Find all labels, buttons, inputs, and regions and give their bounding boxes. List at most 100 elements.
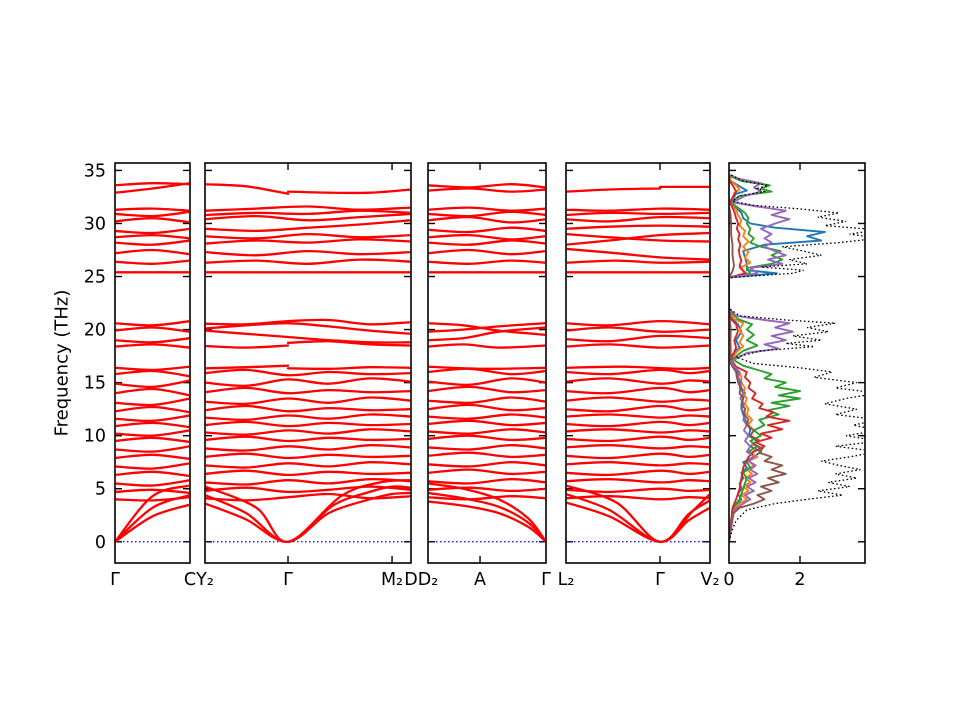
phonon-band-line [428, 367, 546, 376]
phonon-band-line [205, 364, 290, 370]
phonon-band-line [428, 396, 546, 405]
phonon-band-line [428, 451, 546, 459]
phonon-band-line [115, 365, 190, 372]
phonon-band-line [205, 329, 411, 344]
phonon-band-line [205, 461, 411, 469]
phonon-band-line [205, 452, 411, 460]
phonon-band-line [566, 428, 710, 434]
phonon-band-line [566, 487, 710, 494]
phonon-band-line [205, 377, 411, 387]
x-tick-label: D₂ [418, 570, 439, 590]
x-tick-label: A [474, 570, 486, 590]
phonon-band-line [428, 187, 546, 193]
band-segment-4 [565, 162, 711, 564]
phonon-band-line [428, 239, 546, 246]
bands-group [115, 182, 190, 543]
y-axis-label: Frequency (THz) [51, 289, 73, 437]
phonon-band-line [428, 183, 546, 189]
dos-panel [728, 162, 866, 564]
phonon-band-line [428, 210, 546, 218]
phonon-band-line [428, 461, 546, 468]
phonon-band-line [115, 379, 190, 389]
phonon-band-line [566, 365, 710, 370]
phonon-band-line [428, 428, 546, 435]
phonon-band-line [205, 478, 411, 486]
x-tick-label: Γ [655, 570, 665, 590]
phonon-band-line [205, 318, 411, 326]
phonon-band-line [428, 500, 546, 543]
phonon-band-line [428, 215, 546, 224]
phonon-band-line [115, 445, 190, 453]
phonon-band-line [205, 404, 411, 413]
x-tick-label: Y₂ [195, 570, 214, 590]
x-tick-label: C [184, 570, 196, 590]
phonon-band-line [566, 207, 710, 212]
phonon-band-line [566, 435, 710, 443]
phonon-band-line [566, 334, 710, 343]
phonon-band-line [428, 248, 546, 256]
phonon-band-line [566, 343, 710, 349]
dos-curves-group [729, 173, 865, 542]
dos-partial-3 [729, 175, 801, 542]
phonon-band-line [428, 482, 546, 543]
bands-group [566, 185, 710, 543]
phonon-band-line [428, 233, 546, 241]
phonon-band-line [428, 491, 546, 543]
phonon-band-line [115, 453, 190, 461]
phonon-band-line [205, 232, 411, 240]
phonon-band-line [428, 377, 546, 386]
phonon-band-line [115, 337, 190, 344]
phonon-band-line [205, 435, 411, 443]
y-tick-label: 5 [95, 480, 106, 500]
band-segment-2 [204, 162, 412, 564]
dos-partial-5 [729, 173, 794, 542]
phonon-band-line [115, 210, 190, 218]
phonon-band-line [115, 207, 190, 212]
phonon-band-line [428, 403, 546, 412]
y-tick-label: 20 [84, 321, 106, 341]
phonon-band-line [205, 322, 411, 335]
phonon-band-line [566, 211, 710, 217]
phonon-band-line [205, 491, 411, 543]
phonon-band-line [566, 224, 710, 230]
phonon-band-line [115, 436, 190, 444]
phonon-band-line [428, 478, 546, 485]
phonon-band-line [115, 429, 190, 437]
phonon-band-line [205, 420, 411, 428]
phonon-band-line [428, 468, 546, 476]
phonon-band-line [205, 368, 411, 377]
phonon-band-line [205, 212, 411, 222]
y-tick-label: 25 [84, 268, 106, 288]
phonon-band-line [115, 397, 190, 407]
phonon-band-line [428, 343, 546, 349]
y-tick-label: 0 [95, 533, 106, 553]
phonon-band-line [115, 462, 190, 470]
phonon-band-line [566, 420, 710, 428]
phonon-band-line [115, 248, 190, 256]
phonon-band-line [205, 485, 411, 494]
phonon-band-line [566, 396, 710, 403]
phonon-band-line [428, 413, 546, 420]
phonon-band-line [205, 444, 411, 452]
phonon-band-line [205, 238, 411, 245]
phonon-band-line [286, 340, 411, 347]
phonon-band-line [115, 259, 190, 265]
x-tick-labels: Γ C Y₂ Γ M₂ D D₂ A Γ L₂ Γ V₂ 0 2 [110, 570, 805, 590]
phonon-band-line [205, 209, 411, 217]
phonon-band-line [428, 444, 546, 451]
phonon-band-line [428, 365, 546, 370]
phonon-band-line [205, 485, 411, 543]
band-segment-1 [114, 162, 191, 564]
phonon-band-line [205, 396, 411, 406]
phonon-band-line [205, 258, 411, 265]
phonon-band-line [566, 233, 710, 243]
phonon-band-line [205, 492, 411, 502]
phonon-band-line [566, 326, 710, 333]
phonon-band-line [205, 386, 411, 395]
phonon-band-line [205, 249, 411, 257]
x-tick-label: Γ [283, 570, 293, 590]
y-tick-label: 30 [84, 215, 106, 235]
phonon-band-line [566, 215, 710, 223]
phonon-band-line [115, 414, 190, 423]
